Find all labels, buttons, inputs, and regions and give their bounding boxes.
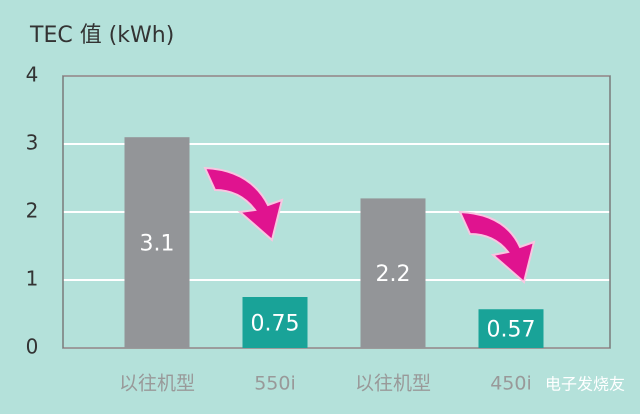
arrows — [203, 166, 536, 284]
arrow — [203, 166, 284, 242]
y-tick-label: 2 — [26, 199, 39, 223]
y-tick-label: 4 — [26, 63, 39, 87]
x-tick-label: 以往机型 — [119, 373, 195, 395]
value-label: 3.1 — [140, 232, 175, 257]
value-label: 0.75 — [251, 312, 300, 337]
y-tick-label: 1 — [26, 267, 39, 291]
arrow — [458, 210, 536, 284]
value-label: 0.57 — [487, 318, 536, 343]
y-tick-label: 0 — [26, 335, 39, 359]
x-tick-label: 以往机型 — [355, 373, 431, 395]
plot-area: 0 1 2 3 4 以往机型 3.1 550i 0.75 以往机型 2.2 450i 0.57 — [26, 63, 611, 395]
bar — [360, 198, 426, 348]
watermark: 电子发烧友 — [545, 375, 625, 394]
bar — [242, 297, 308, 348]
chart-title: TEC 值 (kWh) — [29, 23, 174, 48]
bar — [124, 137, 190, 348]
value-label: 2.2 — [376, 262, 411, 287]
y-tick-label: 3 — [26, 131, 39, 155]
x-tick-label: 450i — [490, 373, 532, 395]
x-tick-label: 550i — [254, 373, 296, 395]
bar — [478, 309, 544, 348]
plot-border — [62, 75, 611, 349]
